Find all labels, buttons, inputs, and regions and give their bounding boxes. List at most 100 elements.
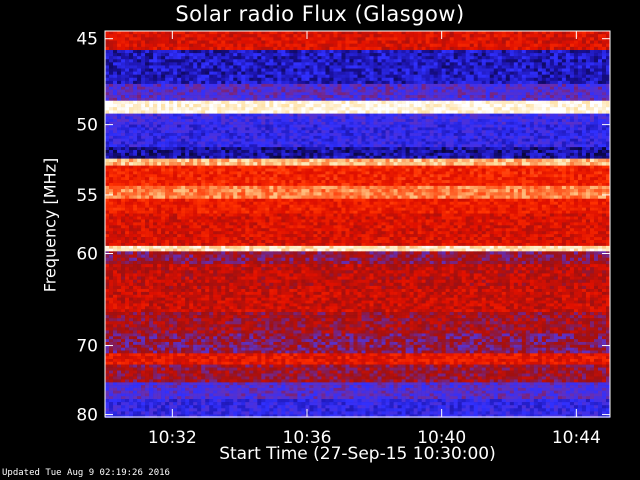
spectrogram-cell — [541, 135, 547, 139]
spectrogram-cell — [457, 53, 463, 57]
spectrogram-cell — [493, 59, 499, 63]
spectrogram-cell — [189, 127, 194, 131]
spectrogram-cell — [269, 147, 274, 151]
spectrogram-cell — [317, 74, 322, 79]
spectrogram-cell — [209, 135, 214, 139]
spectrogram-cell — [233, 116, 238, 120]
spectrogram-cell — [161, 95, 166, 99]
spectrogram-cell — [173, 71, 178, 75]
spectrogram-cell — [441, 130, 446, 134]
spectrogram-cell — [465, 107, 471, 111]
spectrogram-cell — [201, 43, 206, 48]
spectrogram-cell — [177, 127, 182, 131]
spectrogram-cell — [225, 138, 230, 142]
spectrogram-cell — [521, 59, 527, 63]
spectrogram-cell — [521, 133, 527, 137]
spectrogram-cell — [229, 113, 234, 117]
spectrogram-cell — [537, 141, 543, 145]
spectrogram-cell — [521, 103, 527, 108]
spectrogram-cell — [381, 121, 386, 125]
spectrogram-cell — [569, 100, 575, 105]
spectrogram-cell — [469, 113, 475, 117]
spectrogram-cell — [453, 135, 458, 139]
spectrogram-cell — [365, 62, 370, 66]
spectrogram-cell — [149, 133, 154, 137]
spectrogram-cell — [357, 141, 362, 145]
spectrogram-cell — [581, 86, 587, 90]
spectrogram-cell — [277, 50, 282, 54]
spectrogram-cell — [513, 89, 519, 93]
spectrogram-cell — [377, 95, 382, 99]
spectrogram-cell — [109, 65, 114, 69]
spectrogram-cell — [597, 113, 603, 117]
spectrogram-cell — [193, 124, 198, 128]
spectrogram-cell — [205, 113, 210, 117]
spectrogram-cell — [385, 121, 390, 125]
spectrogram-cell — [293, 113, 298, 117]
spectrogram-cell — [409, 46, 414, 51]
spectrogram-cell — [605, 62, 611, 66]
spectrogram-cell — [385, 68, 390, 72]
spectrogram-cell — [289, 130, 294, 134]
spectrogram-cell — [593, 86, 599, 90]
spectrogram-cell — [469, 62, 475, 66]
spectrogram-cell — [109, 40, 114, 44]
spectrogram-cell — [525, 50, 531, 54]
spectrogram-cell — [121, 46, 126, 51]
spectrogram-cell — [205, 135, 210, 139]
spectrogram-cell — [133, 46, 138, 51]
spectrogram-cell — [357, 133, 362, 137]
spectrogram-cell — [477, 116, 483, 120]
spectrogram-cell — [105, 40, 110, 44]
spectrogram-cell — [297, 50, 302, 54]
spectrogram-cell — [389, 130, 394, 134]
spectrogram-cell — [253, 86, 258, 90]
spectrogram-cell — [497, 121, 503, 125]
spectrogram-cell — [377, 53, 382, 57]
spectrogram-cell — [561, 86, 567, 90]
spectrogram-cell — [537, 65, 543, 69]
spectrogram-cell — [173, 147, 178, 151]
spectrogram-cell — [605, 40, 611, 44]
spectrogram-cell — [601, 138, 607, 142]
spectrogram-cell — [137, 53, 142, 57]
spectrogram-cell — [401, 110, 406, 114]
spectrogram-cell — [593, 34, 599, 38]
spectrogram-cell — [509, 144, 515, 148]
spectrogram-cell — [317, 133, 322, 137]
spectrogram-cell — [141, 97, 146, 102]
spectrogram-cell — [205, 65, 210, 69]
spectrogram-cell — [109, 116, 114, 120]
spectrogram-cell — [589, 74, 595, 79]
spectrogram-cell — [329, 133, 334, 137]
spectrogram-cell — [597, 95, 603, 99]
spectrogram-cell — [353, 138, 358, 142]
spectrogram-cell — [149, 95, 154, 99]
spectrogram-cell — [357, 31, 362, 35]
spectrogram-cell — [193, 127, 198, 131]
spectrogram-cell — [357, 113, 362, 117]
spectrogram-cell — [161, 144, 166, 148]
spectrogram-cell — [181, 71, 186, 75]
spectrogram-cell — [361, 37, 366, 41]
spectrogram-cell — [581, 83, 587, 88]
spectrogram-cell — [525, 80, 531, 85]
spectrogram-cell — [461, 59, 467, 63]
spectrogram-cell — [237, 92, 242, 96]
spectrogram-cell — [353, 130, 358, 134]
spectrogram-cell — [157, 86, 162, 90]
spectrogram-cell — [245, 124, 250, 128]
spectrogram-cell — [429, 141, 434, 145]
spectrogram-cell — [349, 65, 354, 69]
spectrogram-cell — [321, 133, 326, 137]
spectrogram-cell — [593, 62, 599, 66]
spectrogram-cell — [465, 62, 471, 66]
spectrogram-cell — [217, 31, 222, 35]
spectrogram-cell — [497, 141, 503, 145]
spectrogram-cell — [185, 119, 190, 123]
spectrogram-cell — [169, 50, 174, 54]
spectrogram-cell — [597, 110, 603, 114]
spectrogram-cell — [229, 50, 234, 54]
spectrogram-cell — [265, 107, 270, 111]
spectrogram-cell — [225, 110, 230, 114]
